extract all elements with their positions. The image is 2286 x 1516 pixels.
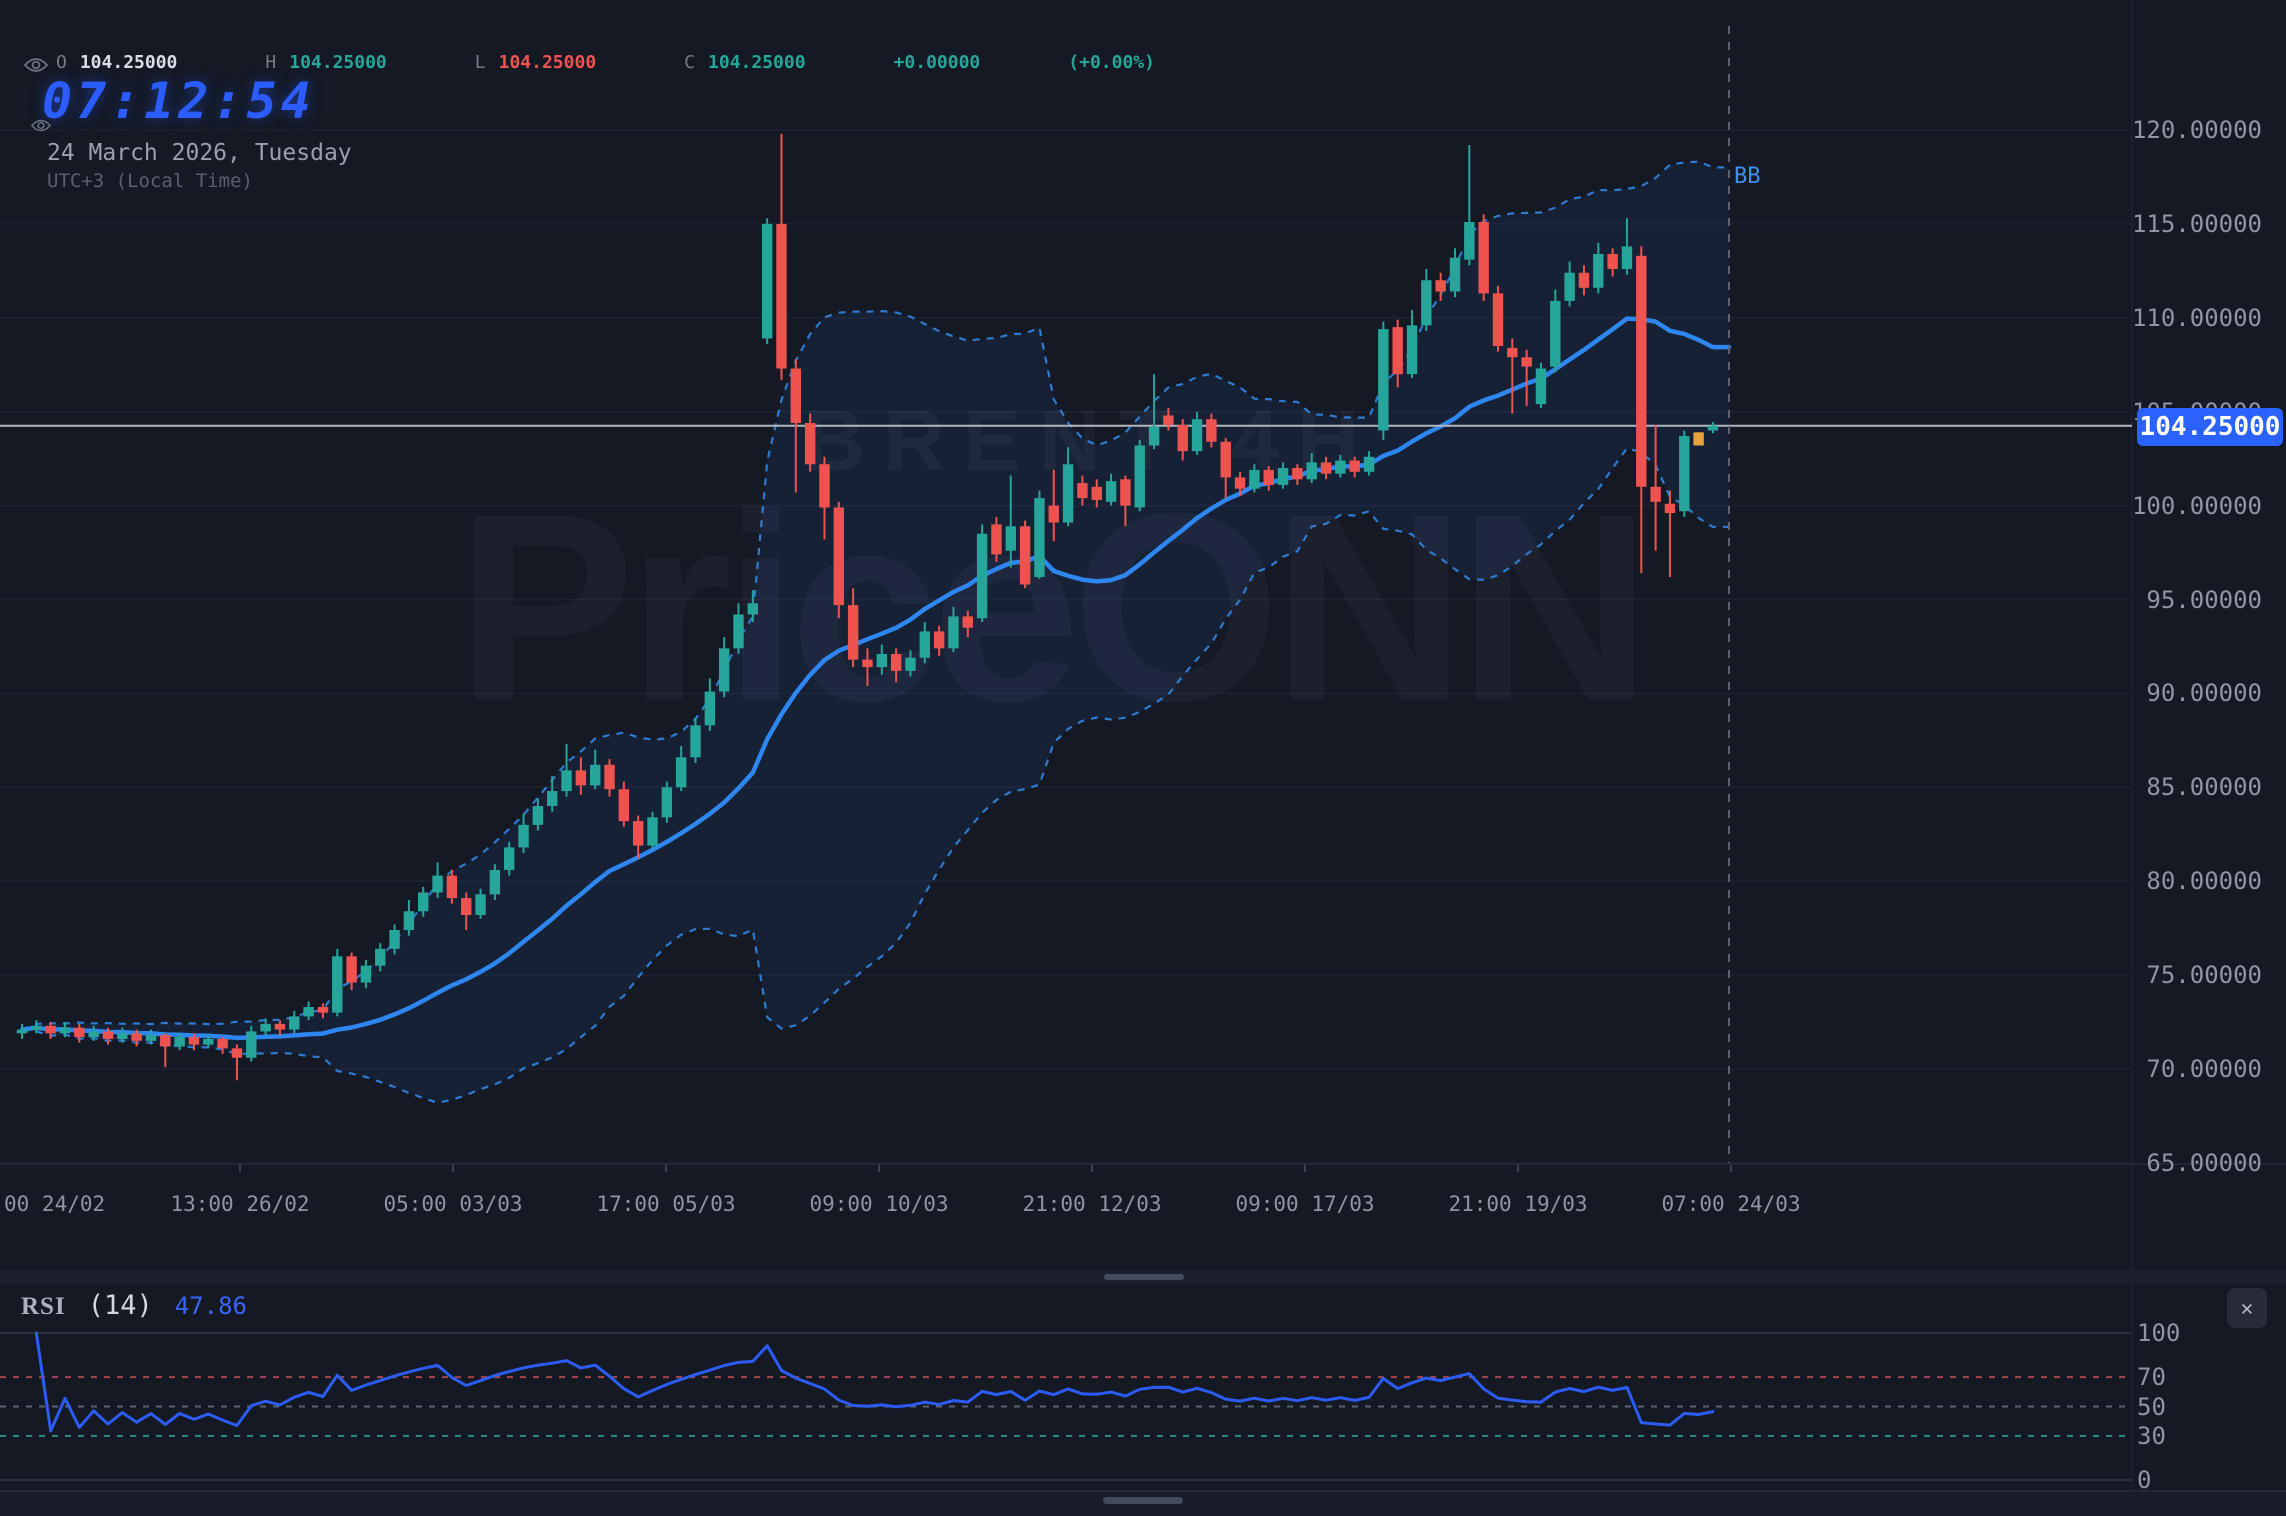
- pane-separators: [0, 1270, 2286, 1516]
- rsi-close-button[interactable]: ✕: [2227, 1288, 2267, 1328]
- candles-series: [16, 133, 1719, 1081]
- bottom-resize-handle[interactable]: [1103, 1497, 1183, 1504]
- pane-resize-handle[interactable]: [1104, 1274, 1184, 1280]
- rsi-plot: [0, 1331, 2132, 1481]
